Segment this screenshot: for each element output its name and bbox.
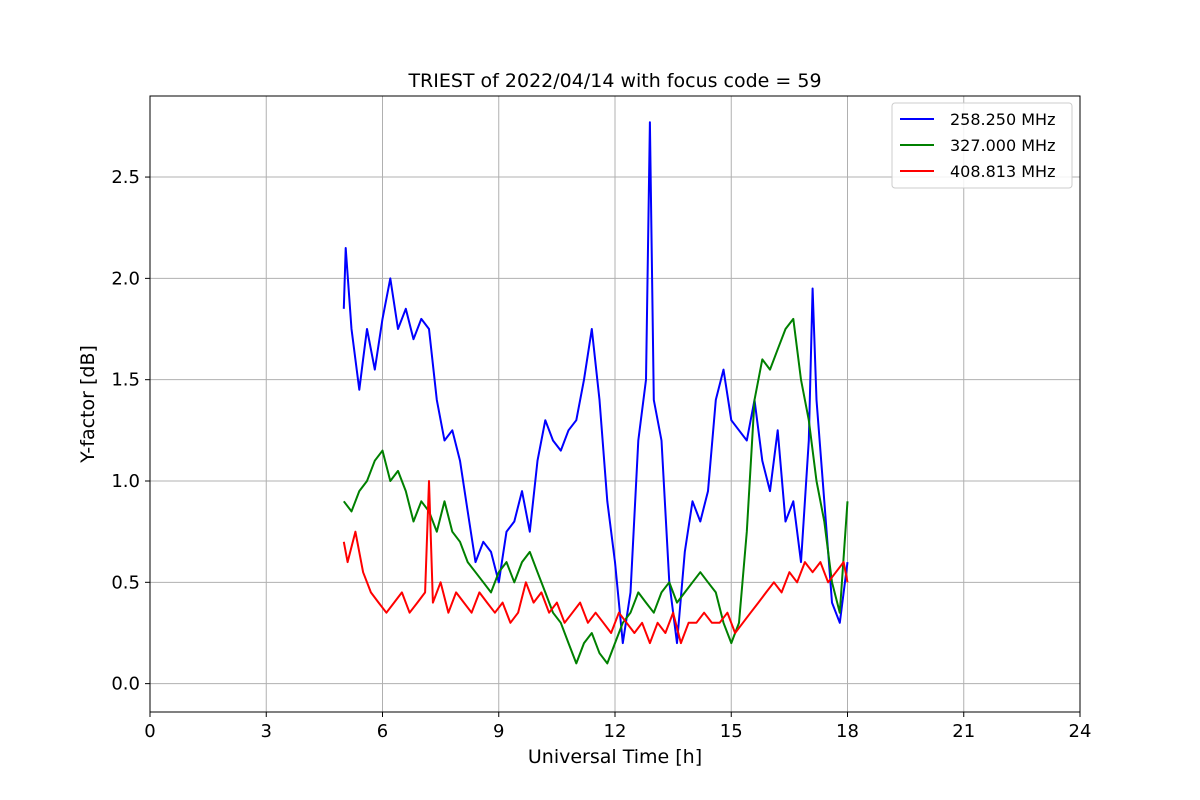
y-tick-label: 0.5 bbox=[111, 572, 140, 593]
legend-entry-label: 408.813 MHz bbox=[950, 162, 1055, 181]
series-line-3 bbox=[342, 480, 849, 645]
legend-box bbox=[891, 102, 1073, 189]
y-tick-label: 2.0 bbox=[111, 268, 140, 289]
x-tick-label: 0 bbox=[144, 721, 155, 742]
x-tick-label: 21 bbox=[952, 721, 975, 742]
legend: 258.250 MHz 327.000 MHz 408.813 MHz bbox=[891, 102, 1073, 189]
x-tick-label: 18 bbox=[836, 721, 859, 742]
x-tick-label: 12 bbox=[604, 721, 627, 742]
x-tick-label: 6 bbox=[377, 721, 388, 742]
y-tick-label: 1.0 bbox=[111, 471, 140, 492]
x-tick-label: 15 bbox=[720, 721, 743, 742]
y-tick-label: 1.5 bbox=[111, 370, 140, 391]
x-tick-label: 3 bbox=[261, 721, 272, 742]
y-tick-label: 2.5 bbox=[111, 167, 140, 188]
x-tick-label: 9 bbox=[493, 721, 504, 742]
series-layer bbox=[342, 121, 849, 665]
chart-title: TRIEST of 2022/04/14 with focus code = 5… bbox=[407, 70, 821, 92]
ticks: 0 3 6 9 12 15 18 21 24 0.0 0.5 1.0 1.5 2.0 2.5 bbox=[111, 167, 1091, 742]
x-tick-label: 24 bbox=[1069, 721, 1092, 742]
y-axis-label: Y-factor [dB] bbox=[77, 345, 99, 464]
y-tick-label: 0.0 bbox=[111, 674, 140, 695]
x-axis-label: Universal Time [h] bbox=[528, 746, 702, 768]
legend-entry-label: 327.000 MHz bbox=[950, 136, 1055, 155]
legend-entry-label: 258.250 MHz bbox=[950, 110, 1055, 129]
series-line-1 bbox=[342, 121, 849, 645]
